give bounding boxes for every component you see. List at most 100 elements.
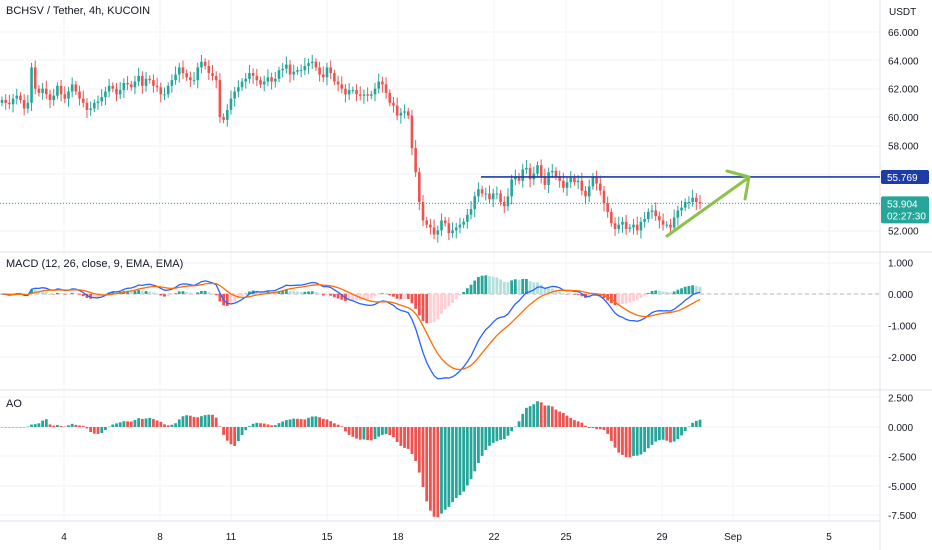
macd-histogram-bar [366,294,370,300]
ao-bar [200,416,203,427]
candle [104,91,107,98]
candle [525,168,528,170]
candle [262,81,266,85]
macd-histogram-bar [432,294,436,323]
candle [569,177,573,183]
candle [189,77,192,81]
ao-bar [525,407,528,427]
macd-histogram-bar [336,294,340,299]
ao-bar [632,427,635,456]
countdown-text: 02:27:30 [887,211,926,222]
macd-histogram-bar [351,294,355,301]
ao-bar [436,427,440,518]
macd-histogram-bar [447,294,451,307]
candle [218,80,222,118]
candle [454,227,458,231]
macd-histogram-bar [155,293,159,295]
candle [373,88,377,95]
macd-histogram-bar [284,289,288,294]
ao-tick-label: 0.000 [888,423,913,434]
candle [517,176,521,181]
ao-bar [698,419,702,427]
candle [381,81,384,85]
macd-histogram-bar [218,294,222,302]
macd-histogram-bar [380,293,384,294]
ao-tick-label: 2.500 [888,394,913,405]
candle [392,102,395,106]
ao-bar [137,418,141,427]
macd-histogram-bar [458,294,462,296]
macd-histogram-bar [680,288,683,294]
macd-histogram-bar [698,286,702,294]
macd-histogram-bar [30,289,33,294]
macd-histogram-bar [406,294,410,300]
candle [484,193,488,195]
ao-pane[interactable] [0,401,702,518]
macd-histogram-bar [67,294,70,295]
ao-bar [595,427,598,430]
candle [358,94,362,96]
macd-pane[interactable] [0,275,880,380]
ao-bar [4,427,8,428]
macd-histogram-bar [440,294,443,314]
ao-bar [488,427,491,446]
ao-tick-label: -7.500 [888,511,917,522]
ao-bar [144,418,148,427]
candle [325,67,329,78]
ao-bar [140,418,144,427]
price-tick-label: 60.000 [888,113,919,124]
candle [621,221,624,225]
macd-histogram-bar [495,277,499,294]
ao-bar [624,427,628,458]
ao-bar [569,417,573,427]
time-axis[interactable]: 4 8 11 15 18 22 25 29 Sep 5 [61,532,832,543]
ao-bar [236,427,240,442]
right-price-axis[interactable]: USDT 66.000 64.000 62.000 60.000 58.000 52.000… [881,7,929,522]
macd-histogram-bar [273,292,277,294]
macd-histogram-bar [159,294,163,296]
ao-bar [307,417,310,427]
ao-bar [185,415,189,427]
ao-bar [19,427,22,428]
candle [37,88,41,93]
candle [111,85,115,89]
macd-histogram-bar [214,294,218,296]
ao-bar [573,420,576,427]
macd-histogram-bar [207,292,211,294]
ao-bar [292,418,296,427]
macd-histogram-bar [262,291,266,294]
ao-bar [458,427,462,496]
macd-histogram-bar [292,291,296,294]
ao-bar [273,425,277,427]
candle [347,90,351,95]
macd-histogram-bar [436,294,440,320]
candle [558,176,561,181]
macd-histogram-bar [140,291,144,294]
candle [521,169,525,181]
candle [314,61,318,68]
ao-bar [126,421,129,427]
macd-histogram-bar [617,294,621,306]
candle [506,196,510,207]
ao-bar [255,422,259,427]
ao-bar [606,427,610,434]
macd-histogram-bar [177,291,181,294]
candle [266,77,270,82]
macd-histogram-bar [558,291,562,294]
ao-bar [74,424,78,427]
candle [536,165,539,174]
ao-bar [85,427,89,429]
ao-bar [392,427,395,438]
macd-histogram-bar [310,291,314,294]
macd-tick-label: -1.000 [888,322,917,333]
ao-bar [506,427,510,436]
ao-bar [203,415,207,427]
macd-histogram-bar [229,294,233,305]
macd-histogram-bar [59,293,63,295]
candle [384,84,388,93]
macd-histogram-bar [513,279,517,294]
price-pane[interactable] [0,54,880,243]
candle [200,61,203,68]
ao-bar [33,424,37,427]
